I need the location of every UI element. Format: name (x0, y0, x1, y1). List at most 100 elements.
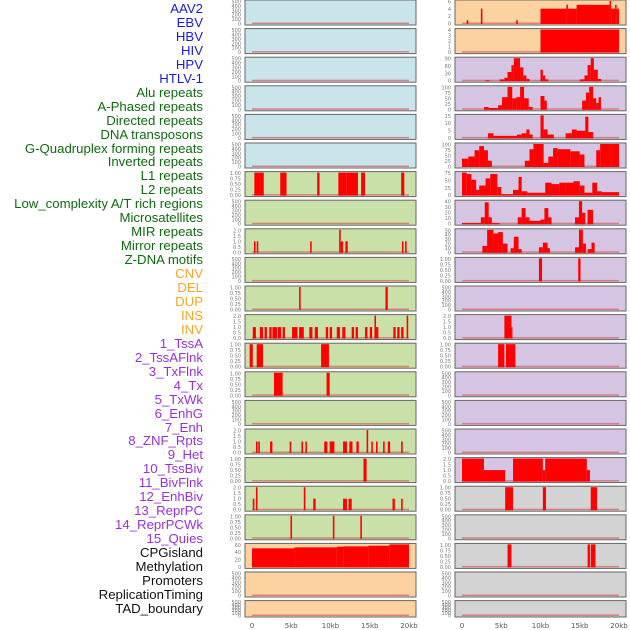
y-tick-label: 500 (231, 57, 241, 63)
coverage-bar (369, 327, 373, 339)
y-tick-label: 4 (448, 28, 451, 34)
baseline (252, 279, 409, 282)
coverage-bar (526, 78, 530, 82)
y-tick-label: 300 (441, 294, 451, 300)
x-tick-label: 20kb (400, 622, 418, 630)
coverage-bar (493, 233, 499, 253)
y-tick-label: 200 (231, 608, 241, 614)
y-tick-label: 1.5 (443, 463, 451, 469)
track-panel: 0.000.250.500.751.00 (230, 342, 417, 371)
y-tick-label: 0.25 (230, 188, 241, 194)
x-tick-label: 5kb (495, 622, 509, 630)
coverage-bar (325, 327, 329, 339)
y-tick-label: 0 (448, 107, 451, 113)
y-tick-label: 1.00 (230, 514, 241, 520)
y-tick-label: 0.25 (440, 559, 451, 565)
y-tick-label: 200 (231, 13, 241, 19)
coverage-bar (485, 80, 490, 82)
coverage-bar (542, 242, 548, 253)
track-label: DUP (175, 293, 203, 309)
y-tick-label: 3 (448, 34, 451, 40)
coverage-bar (301, 441, 304, 453)
coverage-bar (485, 178, 491, 196)
coverage-bar (521, 191, 528, 196)
y-tick-label: 500 (441, 429, 451, 435)
coverage-bar (282, 327, 285, 339)
y-tick-label: 0 (448, 250, 451, 256)
track-label: 13_ReprPC (134, 503, 203, 519)
coverage-bar (474, 150, 480, 167)
coverage-bar (363, 458, 367, 482)
coverage-bar (498, 105, 503, 110)
y-tick-label: 100 (231, 217, 241, 223)
coverage-bar (516, 134, 522, 139)
y-tick-label: 500 (231, 572, 241, 578)
coverage-bar (374, 315, 377, 339)
track-label: 9_Het (167, 447, 203, 463)
y-tick-label: 30 (445, 71, 451, 77)
y-tick-label: 2 (448, 14, 451, 20)
coverage-bar (520, 67, 524, 82)
y-tick-label: 1.00 (230, 286, 241, 292)
panel-background (454, 571, 627, 598)
y-tick-label: 400 (231, 603, 241, 609)
coverage-bar (502, 97, 508, 110)
coverage-bar (584, 192, 593, 196)
coverage-bar (504, 77, 508, 82)
y-tick-label: 500 (231, 257, 241, 263)
y-tick-label: 75 (445, 171, 451, 177)
y-tick-label: 0 (448, 594, 451, 600)
coverage-bar (529, 149, 534, 167)
y-tick-label: 4 (448, 7, 451, 13)
baseline (252, 537, 409, 539)
y-tick-label: 60 (445, 64, 451, 70)
y-tick-label: 0.50 (230, 382, 241, 388)
y-tick-label: 400 (441, 290, 451, 296)
y-tick-label: 20 (445, 211, 451, 217)
coverage-bar (548, 217, 552, 225)
y-tick-label: 25 (445, 102, 451, 108)
coverage-bar (538, 258, 543, 282)
y-tick-label: 15 (445, 114, 451, 120)
track-label: 12_EnhBiv (139, 489, 203, 505)
coverage-bar (351, 327, 355, 339)
y-tick-label: 40 (235, 550, 241, 556)
coverage-bar (587, 249, 592, 253)
y-tick-label: 0.5 (233, 502, 241, 508)
y-tick-label: 10 (445, 216, 451, 222)
coverage-bar (542, 75, 546, 82)
coverage-bar (502, 243, 508, 253)
y-tick-label: 200 (441, 528, 451, 534)
y-tick-label: 300 (231, 151, 241, 157)
y-tick-label: 2.0 (233, 429, 241, 435)
coverage-bar (480, 8, 483, 24)
y-tick-label: 0.75 (230, 291, 241, 297)
y-tick-label: 0 (238, 422, 241, 428)
y-tick-label: 100 (231, 46, 241, 52)
y-tick-label: 300 (231, 409, 241, 415)
coverage-bar (255, 487, 258, 511)
coverage-bar (596, 102, 599, 110)
coverage-bar (280, 172, 287, 196)
coverage-bar (309, 327, 313, 339)
coverage-bar (480, 217, 485, 225)
coverage-bar (540, 29, 619, 53)
coverage-bar (513, 458, 543, 482)
y-tick-label: 500 (231, 400, 241, 406)
y-tick-label: 1.00 (440, 343, 451, 349)
coverage-bar (575, 247, 579, 253)
baseline (462, 365, 619, 368)
panel-background (244, 457, 417, 484)
coverage-bar (559, 182, 566, 196)
coverage-bar (516, 20, 518, 24)
y-tick-label: 0 (238, 222, 241, 228)
coverage-bar (593, 69, 598, 82)
track-panel: 0.00.51.01.52.0 (233, 314, 417, 342)
coverage-bar (611, 144, 619, 167)
y-tick-label: 0.0 (233, 451, 241, 457)
y-tick-label: 0.00 (230, 479, 241, 485)
